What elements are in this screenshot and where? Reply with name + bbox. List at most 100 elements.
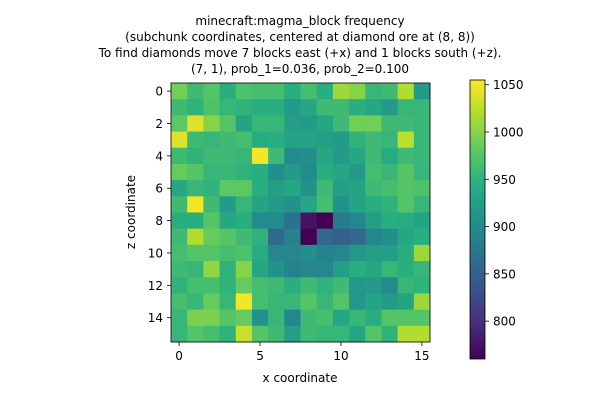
heatmap-cell: [284, 163, 301, 181]
heatmap-cell: [332, 131, 350, 149]
heatmap-cell: [413, 228, 431, 246]
y-axis-ticks: 0 2 4 6 8 10 12 14: [148, 85, 171, 325]
heatmap-cell: [381, 196, 399, 213]
title-line-3: To find diamonds move 7 blocks east (+x)…: [98, 46, 502, 60]
x-tick-label: 15: [414, 349, 429, 363]
heatmap-cell: [171, 277, 188, 294]
heatmap-cell: [251, 180, 269, 197]
colorbar: [469, 79, 486, 360]
heatmap-cell: [187, 147, 204, 165]
y-axis-label: z coordinate: [124, 175, 138, 249]
heatmap-cell: [413, 163, 431, 181]
heatmap-cell: [187, 261, 204, 278]
heatmap-cell: [397, 277, 415, 294]
heatmap-cell: [203, 115, 220, 132]
title-line-2: (subchunk coordinates, centered at diamo…: [125, 30, 475, 44]
heatmap-cell: [316, 325, 334, 343]
heatmap-cell: [397, 261, 415, 278]
heatmap-cell: [332, 147, 350, 165]
heatmap-cell: [219, 83, 237, 100]
heatmap-cell: [284, 83, 301, 100]
heatmap-cell: [316, 131, 334, 149]
heatmap-cell: [235, 261, 253, 278]
heatmap-cell: [332, 244, 350, 262]
heatmap-cell: [171, 115, 188, 132]
x-tick-label: 5: [256, 349, 264, 363]
heatmap-cell: [268, 309, 285, 327]
heatmap-cell: [397, 212, 415, 230]
heatmap-cell: [332, 163, 350, 181]
heatmap-cell: [300, 147, 318, 165]
heatmap-cell: [413, 244, 431, 262]
heatmap-cell: [251, 228, 269, 246]
x-tick-label: 0: [175, 349, 183, 363]
heatmap-cell: [187, 115, 204, 132]
heatmap-cell: [219, 99, 237, 116]
heatmap-cell: [171, 147, 188, 165]
heatmap-cell: [349, 83, 366, 100]
heatmap-cell: [349, 212, 366, 230]
heatmap-cell: [251, 131, 269, 149]
heatmap-cell: [381, 228, 399, 246]
heatmap-cell: [219, 277, 237, 294]
heatmap-cell: [349, 131, 366, 149]
heatmap-cell: [171, 244, 188, 262]
heatmap-cell: [203, 228, 220, 246]
heatmap-cell: [397, 228, 415, 246]
heatmap-cell: [381, 99, 399, 116]
title-line-1: minecraft:magma_block frequency: [195, 14, 404, 28]
colorbar-tick-label: 900: [493, 220, 516, 234]
heatmap-cell: [349, 99, 366, 116]
heatmap-cell: [316, 228, 334, 246]
heatmap-cell: [203, 180, 220, 197]
heatmap-cell: [171, 212, 188, 230]
heatmap-cell: [219, 115, 237, 132]
heatmap-cell: [203, 131, 220, 149]
heatmap-cell: [187, 212, 204, 230]
heatmap-cell: [381, 244, 399, 262]
heatmap-cell: [203, 325, 220, 343]
heatmap-cell: [171, 228, 188, 246]
heatmap-cell: [300, 293, 318, 311]
heatmap-cell: [219, 244, 237, 262]
heatmap-cell: [332, 277, 350, 294]
heatmap-cell: [268, 147, 285, 165]
heatmap-cell: [171, 261, 188, 278]
heatmap-cell: [203, 261, 220, 278]
colorbar-tick-label: 800: [493, 315, 516, 329]
heatmap-cell: [397, 196, 415, 213]
heatmap-cell: [187, 99, 204, 116]
heatmap-cell: [251, 261, 269, 278]
heatmap-cell: [187, 163, 204, 181]
heatmap-cell: [365, 244, 382, 262]
heatmap-cell: [365, 83, 382, 100]
heatmap-cell: [219, 309, 237, 327]
heatmap-cell: [365, 277, 382, 294]
heatmap-cell: [316, 293, 334, 311]
y-tick-label: 14: [148, 311, 163, 325]
heatmap-cell: [316, 261, 334, 278]
heatmap-cell: [203, 212, 220, 230]
heatmap-cell: [413, 293, 431, 311]
heatmap-cell: [397, 131, 415, 149]
heatmap-cell: [381, 163, 399, 181]
heatmap-cell: [219, 180, 237, 197]
heatmap-cell: [332, 99, 350, 116]
chart-title: minecraft:magma_block frequency (subchun…: [98, 14, 502, 76]
heatmap-cell: [268, 99, 285, 116]
heatmap-cell: [349, 163, 366, 181]
heatmap-cell: [284, 115, 301, 132]
heatmap-cell: [397, 115, 415, 132]
heatmap-cell: [316, 147, 334, 165]
colorbar-tick-label: 950: [493, 173, 516, 187]
heatmap-cell: [397, 325, 415, 343]
heatmap-cell: [268, 244, 285, 262]
heatmap-cell: [349, 325, 366, 343]
heatmap-cell: [171, 131, 188, 149]
heatmap-cell: [203, 309, 220, 327]
heatmap-cell: [332, 228, 350, 246]
heatmap-cell: [251, 293, 269, 311]
heatmap-cell: [365, 261, 382, 278]
heatmap-cell: [187, 131, 204, 149]
heatmap-cell: [349, 228, 366, 246]
